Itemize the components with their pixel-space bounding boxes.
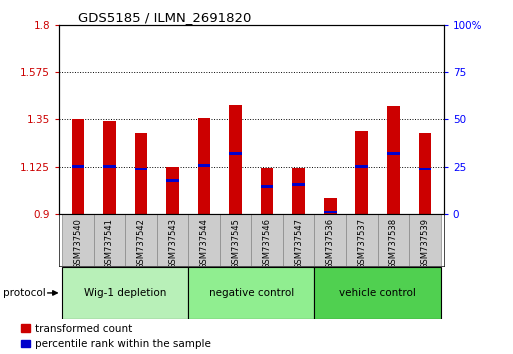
Bar: [251, 214, 283, 266]
Bar: [125, 214, 157, 266]
Bar: [324, 198, 337, 214]
Text: protocol: protocol: [3, 288, 45, 298]
Bar: [283, 214, 314, 266]
Bar: [261, 168, 273, 214]
Text: GSM737540: GSM737540: [73, 218, 83, 269]
Bar: [103, 120, 116, 214]
Bar: [72, 165, 84, 168]
Text: negative control: negative control: [209, 288, 294, 298]
Bar: [346, 214, 378, 266]
Bar: [387, 106, 400, 214]
Bar: [419, 167, 431, 170]
Bar: [387, 152, 400, 154]
Bar: [314, 267, 441, 319]
Legend: transformed count, percentile rank within the sample: transformed count, percentile rank withi…: [21, 324, 211, 349]
Bar: [157, 214, 188, 266]
Text: GSM737536: GSM737536: [326, 218, 334, 269]
Text: GSM737537: GSM737537: [357, 218, 366, 269]
Bar: [94, 214, 125, 266]
Bar: [166, 179, 179, 182]
Bar: [314, 214, 346, 266]
Bar: [324, 211, 337, 213]
Text: GSM737545: GSM737545: [231, 218, 240, 269]
Bar: [356, 165, 368, 168]
Bar: [229, 152, 242, 154]
Bar: [198, 119, 210, 214]
Text: GSM737539: GSM737539: [420, 218, 429, 269]
Bar: [166, 167, 179, 214]
Text: GSM737538: GSM737538: [389, 218, 398, 269]
Bar: [135, 133, 147, 214]
Text: GSM737542: GSM737542: [136, 218, 146, 269]
Bar: [409, 214, 441, 266]
Bar: [356, 131, 368, 214]
Bar: [198, 164, 210, 167]
Bar: [188, 214, 220, 266]
Bar: [103, 165, 116, 168]
Text: GSM737547: GSM737547: [294, 218, 303, 269]
Bar: [62, 214, 94, 266]
Bar: [220, 214, 251, 266]
Bar: [292, 168, 305, 214]
Bar: [62, 267, 188, 319]
Bar: [292, 183, 305, 186]
Bar: [419, 133, 431, 214]
Bar: [72, 119, 84, 214]
Bar: [229, 105, 242, 214]
Text: GSM737543: GSM737543: [168, 218, 177, 269]
Bar: [188, 267, 314, 319]
Bar: [261, 185, 273, 188]
Bar: [135, 167, 147, 170]
Text: vehicle control: vehicle control: [339, 288, 416, 298]
Text: GDS5185 / ILMN_2691820: GDS5185 / ILMN_2691820: [78, 11, 251, 24]
Text: GSM737546: GSM737546: [263, 218, 272, 269]
Text: Wig-1 depletion: Wig-1 depletion: [84, 288, 166, 298]
Text: GSM737544: GSM737544: [200, 218, 209, 269]
Bar: [378, 214, 409, 266]
Text: GSM737541: GSM737541: [105, 218, 114, 269]
